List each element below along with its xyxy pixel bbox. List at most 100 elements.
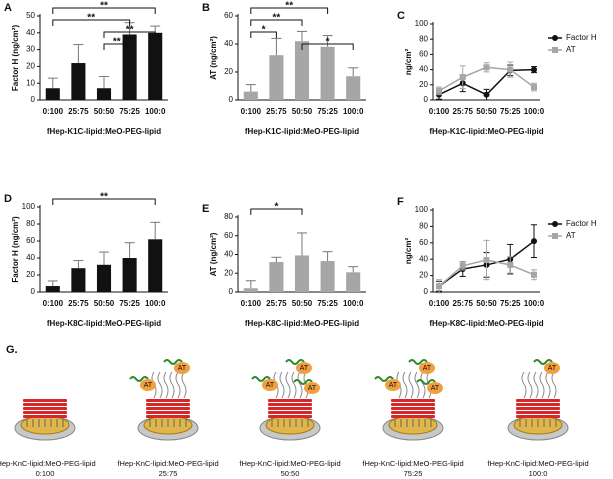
x-tick-label: 75:25 (119, 107, 140, 116)
bar (294, 255, 310, 292)
nanoparticle: AT AT (129, 359, 199, 441)
lipid-stack (23, 411, 67, 414)
lipid-stack (268, 399, 312, 402)
panel-label: A (4, 2, 12, 14)
lipid-stack (516, 403, 560, 406)
peg-chain (163, 371, 169, 399)
x-axis-label: fHep-K8C-lipid:MeO-PEG-lipid (47, 319, 161, 328)
y-tick-label: 0 (229, 95, 234, 104)
point (531, 271, 537, 278)
heparin-chain (163, 359, 183, 365)
legend-marker (552, 35, 558, 41)
peg-chain (169, 371, 175, 399)
at-protein (427, 382, 443, 394)
y-tick-label: 20 (224, 268, 233, 277)
x-tick-label: 100:0 (343, 299, 364, 308)
x-tick-label: 75:25 (119, 299, 140, 308)
x-tick-label: 100:0 (145, 299, 166, 308)
y-tick-label: 60 (224, 11, 233, 20)
point (507, 261, 514, 268)
peg-chain (181, 371, 187, 399)
point (436, 87, 442, 94)
point (459, 74, 466, 81)
significance-bracket (52, 7, 156, 14)
heparin-chain (293, 379, 313, 385)
x-tick-label: 25:75 (266, 107, 287, 116)
x-axis-label: fHep-K8C-lipid:MeO-PEG-lipid (429, 319, 543, 328)
lipid-stack (146, 403, 190, 406)
y-tick-label: 80 (419, 34, 428, 43)
heparin-chain (129, 376, 149, 382)
y-tick-label: 10 (26, 78, 35, 87)
bar (122, 258, 137, 292)
lipid-stack (23, 399, 67, 402)
peg-chain (297, 371, 303, 399)
peg-chain (157, 371, 163, 399)
x-axis-label: fHep-K1C-lipid:MeO-PEG-lipid (245, 127, 359, 136)
at-label: AT (300, 365, 309, 372)
legend-label: Factor H (566, 33, 597, 42)
at-protein (262, 379, 278, 391)
y-tick-label: 60 (419, 238, 428, 247)
nanoparticle (14, 399, 76, 441)
at-protein (174, 362, 190, 374)
y-tick-label: 100 (22, 202, 36, 211)
significance-bracket (250, 31, 277, 38)
heparin-chain (408, 359, 428, 365)
significance-bracket (52, 19, 131, 26)
y-tick-label: 0 (229, 287, 234, 296)
significance-bracket (301, 43, 354, 50)
y-tick-label: 60 (419, 50, 428, 59)
significance-label: ** (100, 192, 108, 203)
lipid-stack (391, 407, 435, 410)
lipid-stack (146, 415, 190, 418)
heparin-chain (374, 376, 394, 382)
nanoparticle: AT (507, 359, 569, 441)
panel-label: F (397, 196, 404, 208)
y-tick-label: 0 (424, 95, 429, 104)
lipid-stack (268, 411, 312, 414)
x-tick-label: 0:100 (43, 107, 64, 116)
peg-chain (402, 371, 408, 399)
x-tick-label: 0:100 (429, 107, 450, 116)
lipid-stack (516, 399, 560, 402)
y-tick-label: 80 (26, 219, 35, 228)
y-axis-label: ng/cm² (404, 49, 413, 76)
bar (346, 76, 361, 100)
y-tick-label: 40 (26, 253, 35, 262)
panel-label: E (202, 203, 209, 215)
at-protein (140, 379, 156, 391)
peg-chain (285, 371, 291, 399)
lipid-stack (516, 411, 560, 414)
significance-label: ** (100, 1, 108, 12)
point (459, 262, 466, 269)
lipid-stack (23, 407, 67, 410)
x-tick-label: 100:0 (524, 107, 545, 116)
y-tick-label: 60 (224, 231, 233, 240)
x-tick-label: 50:50 (292, 107, 313, 116)
significance-label: ** (87, 13, 95, 24)
at-protein (544, 362, 560, 374)
x-tick-label: 0:100 (241, 107, 262, 116)
x-tick-label: 50:50 (94, 299, 115, 308)
y-tick-label: 80 (224, 212, 233, 221)
bar (320, 46, 335, 100)
x-tick-label: 25:75 (68, 107, 89, 116)
lipid-stack (23, 415, 67, 418)
lipid-stack (391, 411, 435, 414)
significance-label: ** (285, 1, 293, 12)
peg-chain (279, 371, 285, 399)
y-tick-label: 30 (26, 45, 35, 54)
nanoparticle: AT AT AT (251, 359, 321, 441)
significance-label: * (326, 37, 330, 48)
x-tick-label: 25:75 (453, 107, 474, 116)
at-label: AT (423, 365, 432, 372)
x-tick-label: 50:50 (292, 299, 313, 308)
y-axis-label: ng/cm² (404, 238, 413, 265)
bar (269, 262, 284, 292)
peg-chain (539, 371, 545, 399)
x-axis-label: fHep-K8C-lipid:MeO-PEG-lipid (245, 319, 359, 328)
item-ratio: 50:50 (281, 469, 300, 478)
significance-bracket (250, 19, 303, 26)
